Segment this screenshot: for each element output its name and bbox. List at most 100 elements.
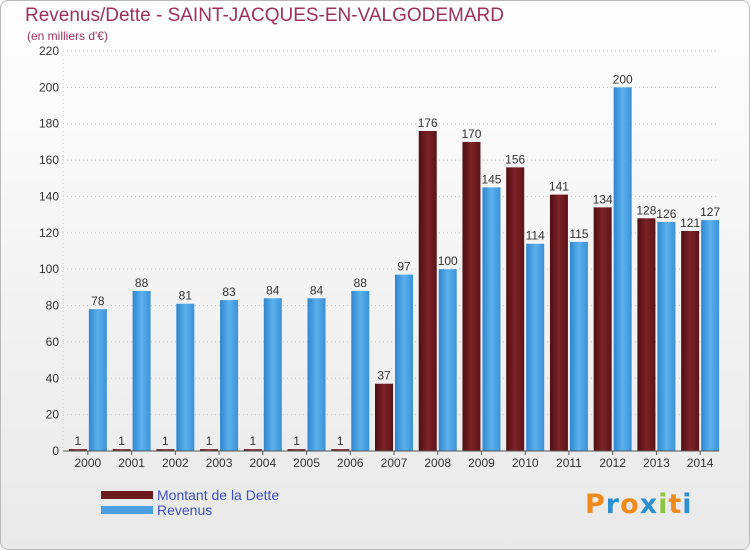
bar-revenus: [657, 221, 676, 451]
data-label-revenus: 127: [700, 205, 720, 219]
x-tick-label: 2008: [424, 456, 451, 470]
data-label-dette: 156: [505, 152, 525, 166]
y-tick-label: 180: [39, 117, 59, 131]
x-tick-label: 2006: [337, 456, 364, 470]
bar-dette: [418, 131, 437, 451]
data-label-revenus: 84: [266, 283, 280, 297]
legend-item-dette: Montant de la Dette: [101, 486, 280, 503]
proxiti-logo: Proxiti: [585, 489, 693, 520]
bar-revenus: [351, 291, 370, 451]
data-label-revenus: 84: [310, 283, 324, 297]
bar-revenus: [395, 274, 413, 451]
data-label-revenus: 200: [613, 72, 633, 86]
data-label-revenus: 100: [438, 254, 458, 268]
bar-dette: [156, 449, 175, 451]
logo-letter: r: [605, 489, 621, 520]
bar-revenus: [132, 291, 151, 451]
x-tick-label: 2009: [468, 456, 495, 470]
bar-revenus: [569, 241, 588, 451]
bar-dette: [112, 449, 131, 451]
data-label-dette: 170: [461, 127, 481, 141]
data-label-dette: 1: [293, 434, 300, 448]
bar-dette: [593, 207, 612, 451]
data-label-revenus: 88: [135, 276, 149, 290]
data-label-dette: 1: [75, 434, 82, 448]
y-tick-label: 20: [46, 408, 60, 422]
bar-dette: [506, 167, 525, 451]
bar-revenus: [263, 298, 282, 451]
bar-revenus: [438, 269, 457, 451]
chart-title: Revenus/Dette - SAINT-JACQUES-EN-VALGODE…: [25, 5, 504, 26]
bars: 1 78 1 88 1 81 1 83 1 84 1 84 1 88 37 97 176 100 170 145 156…: [68, 72, 720, 452]
logo-letter: P: [585, 489, 606, 520]
y-axis-ticks: 0 20 40 60 80 100 120 140 160 180 200 220: [39, 44, 59, 458]
bar-dette: [287, 449, 306, 451]
x-tick-label: 2007: [381, 456, 408, 470]
bar-dette: [200, 449, 219, 451]
bar-dette: [681, 231, 700, 451]
y-tick-label: 60: [46, 335, 60, 349]
data-label-dette: 121: [680, 216, 700, 230]
bar-dette: [331, 449, 350, 451]
bar-revenus: [307, 298, 326, 451]
x-tick-label: 2012: [599, 456, 626, 470]
y-tick-label: 220: [39, 44, 59, 58]
data-label-revenus: 126: [656, 207, 676, 221]
data-label-revenus: 83: [222, 285, 236, 299]
data-label-revenus: 78: [91, 294, 105, 308]
bar-revenus: [701, 220, 720, 451]
x-tick-label: 2010: [512, 456, 539, 470]
logo-letter: x: [639, 489, 659, 520]
data-label-revenus: 115: [569, 227, 588, 241]
x-tick-label: 2005: [293, 456, 320, 470]
bar-dette: [375, 383, 393, 451]
bar-revenus: [526, 243, 545, 451]
bar-revenus: [88, 309, 107, 451]
data-label-dette: 1: [249, 434, 256, 448]
legend-label-revenus: Revenus: [157, 501, 213, 518]
data-label-revenus: 81: [179, 289, 193, 303]
x-tick-label: 2001: [118, 456, 145, 470]
bar-revenus: [482, 187, 501, 451]
x-tick-label: 2002: [162, 456, 189, 470]
logo-letter: i: [682, 489, 693, 520]
data-label-dette: 141: [549, 180, 569, 194]
legend: Montant de la Dette Revenus: [101, 486, 280, 518]
x-tick-label: 2000: [75, 456, 102, 470]
logo-letter: o: [620, 489, 640, 520]
data-label-revenus: 97: [397, 260, 411, 274]
bar-dette: [549, 194, 568, 452]
y-tick-label: 140: [39, 189, 59, 203]
data-label-dette: 1: [337, 434, 344, 448]
legend-label-dette: Montant de la Dette: [157, 486, 280, 503]
x-tick-label: 2013: [643, 456, 670, 470]
x-tick-label: 2014: [687, 456, 714, 470]
x-axis-ticks: 2000 2001 2002 2003 2004 2005 2006 2007 2008 2009…: [75, 451, 714, 470]
bar-dette: [68, 449, 87, 451]
bar-dette: [462, 141, 481, 451]
x-tick-label: 2003: [206, 456, 233, 470]
bar-revenus: [613, 87, 632, 451]
y-tick-label: 40: [46, 371, 60, 385]
data-label-dette: 1: [162, 434, 169, 448]
data-label-dette: 1: [206, 434, 213, 448]
bar-dette: [243, 449, 262, 451]
data-label-dette: 176: [418, 116, 438, 130]
bar-revenus: [176, 303, 195, 451]
y-tick-label: 120: [39, 226, 59, 240]
y-tick-label: 80: [46, 299, 60, 313]
data-label-dette: 1: [118, 434, 125, 448]
data-label-revenus: 145: [481, 172, 501, 186]
data-label-dette: 134: [593, 192, 613, 206]
bar-revenus: [220, 300, 239, 451]
data-label-dette: 37: [377, 369, 391, 383]
data-label-revenus: 114: [526, 229, 545, 243]
bar-dette: [637, 218, 656, 451]
y-tick-label: 0: [52, 444, 59, 458]
y-tick-label: 200: [39, 80, 59, 94]
logo-letter: t: [668, 489, 683, 520]
y-tick-label: 100: [39, 262, 59, 276]
legend-swatch-revenus: [101, 505, 153, 514]
